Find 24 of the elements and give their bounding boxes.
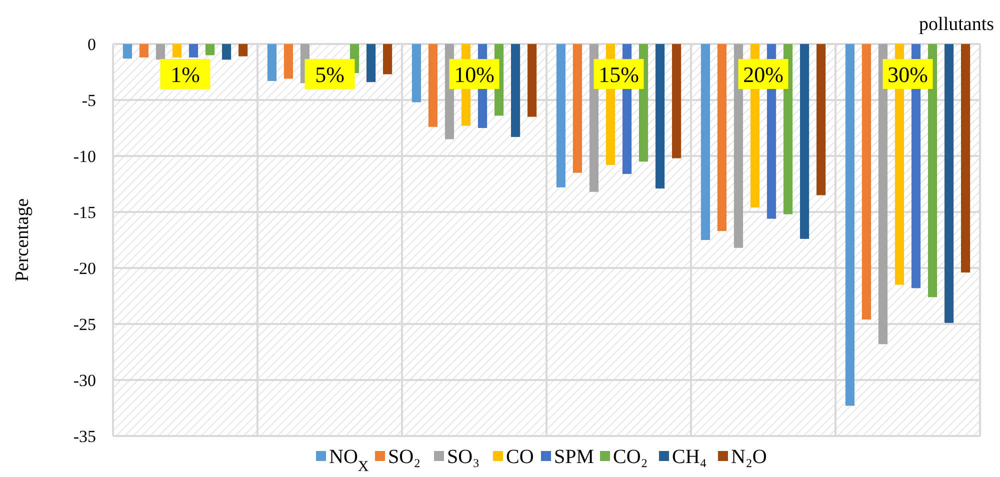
x-axis-title: pollutants bbox=[919, 14, 994, 35]
y-tick-label: -5 bbox=[82, 91, 96, 110]
y-tick-label: -10 bbox=[73, 147, 96, 166]
x-tick-label: 5% bbox=[315, 62, 344, 87]
y-tick-label: -20 bbox=[73, 259, 96, 278]
y-tick-label: -15 bbox=[73, 203, 96, 222]
legend-label: CH₄ bbox=[672, 446, 707, 468]
x-tick-label: 15% bbox=[598, 62, 639, 87]
y-tick-label: -35 bbox=[73, 427, 96, 446]
y-tick-label: 0 bbox=[88, 35, 96, 54]
legend-label: N₂O bbox=[731, 446, 767, 468]
x-tick-label: 1% bbox=[170, 62, 200, 87]
y-axis-title: Percentage bbox=[12, 198, 33, 282]
legend-label: NO$_{X}$ bbox=[329, 446, 369, 475]
legend-label: CO₂ bbox=[613, 446, 648, 468]
y-tick-label: -25 bbox=[73, 315, 96, 334]
x-tick-label: 30% bbox=[888, 62, 928, 87]
legend-label: SO₂ bbox=[388, 446, 421, 468]
x-tick-label: 10% bbox=[454, 62, 494, 87]
legend-label: SPM bbox=[554, 446, 594, 468]
y-tick-label: -30 bbox=[73, 371, 96, 390]
legend-label: SO₃ bbox=[447, 446, 480, 468]
legend-label: CO bbox=[506, 446, 534, 468]
x-tick-label: 20% bbox=[743, 62, 784, 87]
